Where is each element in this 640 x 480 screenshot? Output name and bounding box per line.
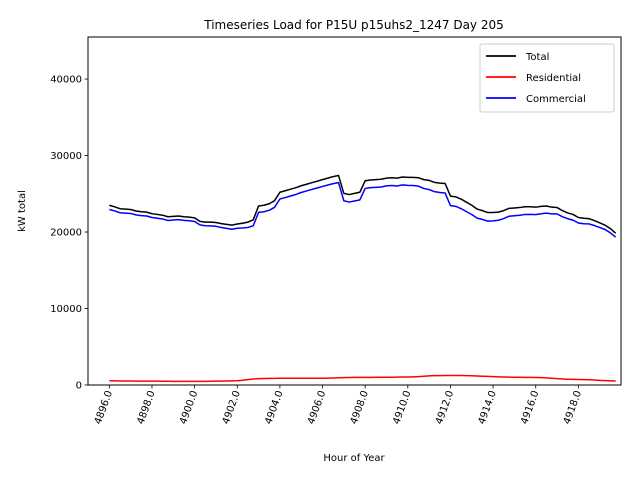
legend-label-commercial: Commercial xyxy=(526,94,586,105)
legend: Total Residential Commercial xyxy=(479,43,615,113)
series-line-residential xyxy=(109,374,616,383)
y-tick-label: 30000 xyxy=(50,151,82,162)
y-axis-label: kW total xyxy=(17,190,28,232)
chart-title: Timeseries Load for P15U p15uhs2_1247 Da… xyxy=(203,18,504,32)
legend-frame xyxy=(479,43,615,113)
series-line-total xyxy=(109,174,617,234)
legend-label-residential: Residential xyxy=(526,73,581,84)
series-layer xyxy=(109,174,617,383)
legend-label-total: Total xyxy=(525,52,549,63)
y-tick-label: 10000 xyxy=(50,304,82,315)
y-tick-label: 20000 xyxy=(50,228,82,239)
x-axis-label: Hour of Year xyxy=(323,453,385,464)
y-tick-label: 0 xyxy=(76,381,82,392)
y-tick-label: 40000 xyxy=(50,75,82,86)
series-line-commercial xyxy=(109,181,617,238)
y-axis-ticks: 0 10000 20000 30000 40000 xyxy=(50,75,88,392)
plot-frame xyxy=(87,36,622,386)
